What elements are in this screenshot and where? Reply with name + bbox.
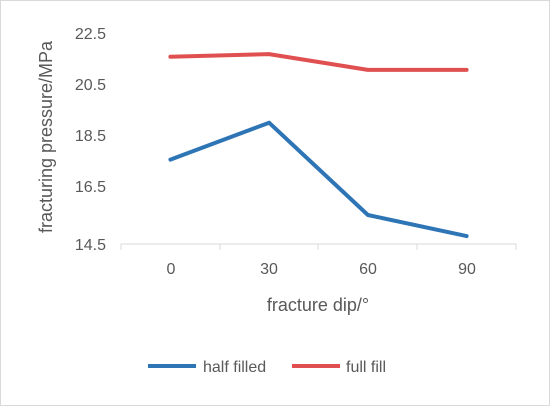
legend: half filled full fill xyxy=(148,359,386,376)
x-tick-label: 90 xyxy=(458,261,476,278)
x-axis-title: fracture dip/° xyxy=(267,295,369,315)
y-tick-label: 18.5 xyxy=(75,128,106,145)
series-line-half-filled xyxy=(168,120,469,239)
series-group xyxy=(168,52,469,239)
y-tick-label: 14.5 xyxy=(75,237,106,254)
x-tick-label: 0 xyxy=(167,261,176,278)
y-tick-labels: 14.5 16.5 18.5 20.5 22.5 xyxy=(75,26,106,254)
series-line-full-fill xyxy=(168,52,469,72)
y-tick-label: 22.5 xyxy=(75,26,106,43)
x-tick-label: 60 xyxy=(359,261,377,278)
x-tick-marks xyxy=(120,244,517,250)
y-axis-title: fracturing pressure/MPa xyxy=(36,40,56,233)
x-tick-labels: 0 30 60 90 xyxy=(167,261,476,278)
y-tick-label: 20.5 xyxy=(75,77,106,94)
legend-label-full-fill: full fill xyxy=(346,359,386,376)
legend-label-half-filled: half filled xyxy=(203,359,266,376)
x-tick-label: 30 xyxy=(260,261,278,278)
y-tick-label: 16.5 xyxy=(75,179,106,196)
